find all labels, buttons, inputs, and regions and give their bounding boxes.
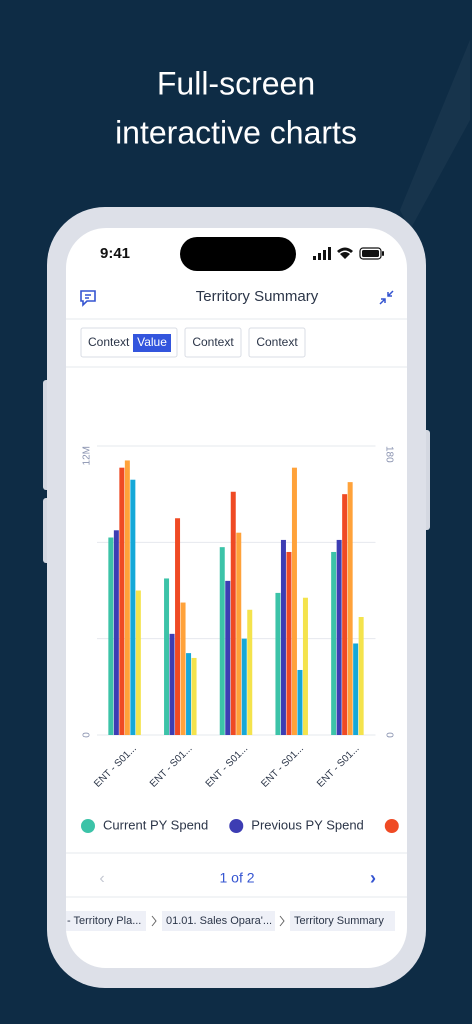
breadcrumb-chip[interactable] [60, 911, 146, 931]
breadcrumb: 01.01. Sales Opara'... [166, 915, 272, 927]
bar [164, 578, 170, 735]
legend-label: Previous PY Spend [251, 817, 364, 832]
chip-value-bg [133, 334, 171, 352]
bar [302, 597, 308, 735]
collapse-icon[interactable] [379, 290, 394, 305]
bar [175, 518, 181, 735]
bar [297, 669, 303, 735]
bar [230, 491, 236, 735]
bar [331, 551, 337, 735]
bar [286, 551, 292, 735]
bar [236, 532, 242, 735]
chip-value: Value [137, 335, 167, 349]
headline: Full-screen [157, 65, 315, 101]
prev-page[interactable]: ‹ [99, 870, 104, 887]
status-time: 9:41 [100, 245, 130, 262]
bar [247, 609, 253, 735]
chip-label: Context [192, 335, 234, 349]
bar [124, 460, 130, 735]
screen: 9:41 Territory Summary Context Value Con… [60, 228, 433, 968]
bar [113, 530, 119, 735]
chip-label: Context [256, 335, 298, 349]
bar [108, 537, 114, 735]
bar [353, 643, 359, 735]
bar [241, 638, 247, 735]
bar [130, 479, 136, 735]
bar [280, 539, 286, 735]
legend-swatch [384, 819, 399, 833]
bar [119, 467, 125, 735]
bar [191, 657, 197, 735]
y-tick-label: 12M [82, 446, 93, 465]
next-page[interactable]: › [370, 868, 376, 888]
context-chip[interactable] [184, 327, 242, 358]
y2-tick-label: 180 [383, 446, 394, 463]
chip-label: Context [88, 335, 130, 349]
comment-icon[interactable] [80, 290, 96, 307]
chevron [279, 915, 285, 927]
legend-label: Current PY Spend [103, 817, 208, 832]
legend-swatch [229, 819, 244, 833]
context-chip[interactable] [248, 327, 306, 358]
bar [135, 590, 141, 735]
bar [336, 539, 342, 735]
headline: interactive charts [115, 114, 357, 150]
breadcrumb: - Territory Pla... [67, 915, 141, 927]
y2-tick-label: 0 [383, 732, 394, 738]
page-indicator: 1 of 2 [219, 870, 254, 886]
dynamic-island [180, 237, 296, 271]
bar [347, 482, 353, 735]
bar [358, 616, 364, 735]
chevron [151, 915, 157, 927]
breadcrumb-chip[interactable] [290, 911, 395, 931]
app-title: Territory Summary [196, 288, 319, 305]
breadcrumb-chip[interactable] [162, 911, 275, 931]
bar [275, 592, 281, 735]
bar [180, 602, 186, 735]
bar [169, 633, 175, 735]
bar [342, 494, 348, 735]
bar [225, 580, 231, 735]
bar [291, 467, 297, 735]
y-tick-label: 0 [82, 732, 93, 738]
bar [219, 547, 225, 735]
status-icons [313, 247, 384, 260]
bar [186, 653, 192, 735]
legend-label: Curr [407, 817, 433, 832]
breadcrumb: Territory Summary [294, 915, 384, 927]
legend-swatch [81, 819, 95, 833]
